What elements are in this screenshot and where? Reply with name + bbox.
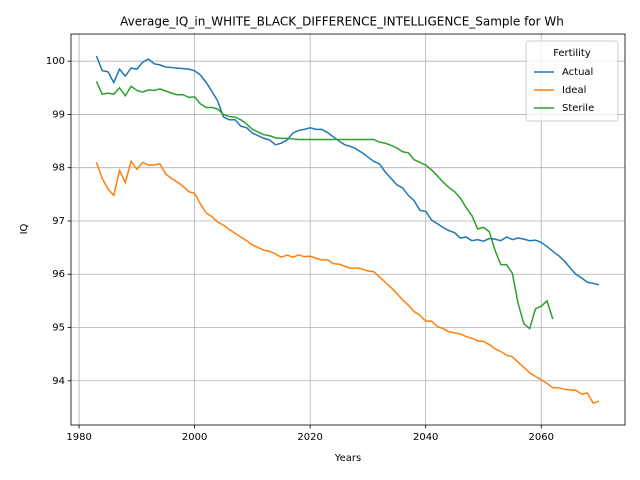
x-axis-label: Years xyxy=(334,453,361,464)
y-tick-label: 99 xyxy=(52,109,65,120)
y-tick-label: 94 xyxy=(52,376,65,387)
y-tick-label: 100 xyxy=(46,56,65,67)
y-tick-label: 97 xyxy=(52,216,65,227)
y-tick-label: 98 xyxy=(52,163,65,174)
legend-label: Sterile xyxy=(562,103,594,114)
chart-title: Average_IQ_in_WHITE_BLACK_DIFFERENCE_INT… xyxy=(120,15,564,29)
y-tick-label: 96 xyxy=(52,269,65,280)
axes-frame xyxy=(70,33,626,426)
series-line xyxy=(95,159,600,405)
x-tick-label: 1980 xyxy=(66,432,91,443)
x-tick-label: 2040 xyxy=(413,432,438,443)
x-tick-label: 2000 xyxy=(182,432,207,443)
y-tick-label: 95 xyxy=(52,323,65,334)
legend-label: Ideal xyxy=(562,85,586,96)
legend-box xyxy=(525,40,619,122)
legend-title: Fertility xyxy=(553,48,591,59)
series-line xyxy=(95,81,554,330)
x-tick-label: 2020 xyxy=(297,432,322,443)
y-axis-label: IQ xyxy=(19,223,30,234)
x-tick-label: 2060 xyxy=(529,432,554,443)
series-line xyxy=(95,55,600,286)
legend-label: Actual xyxy=(562,67,593,78)
